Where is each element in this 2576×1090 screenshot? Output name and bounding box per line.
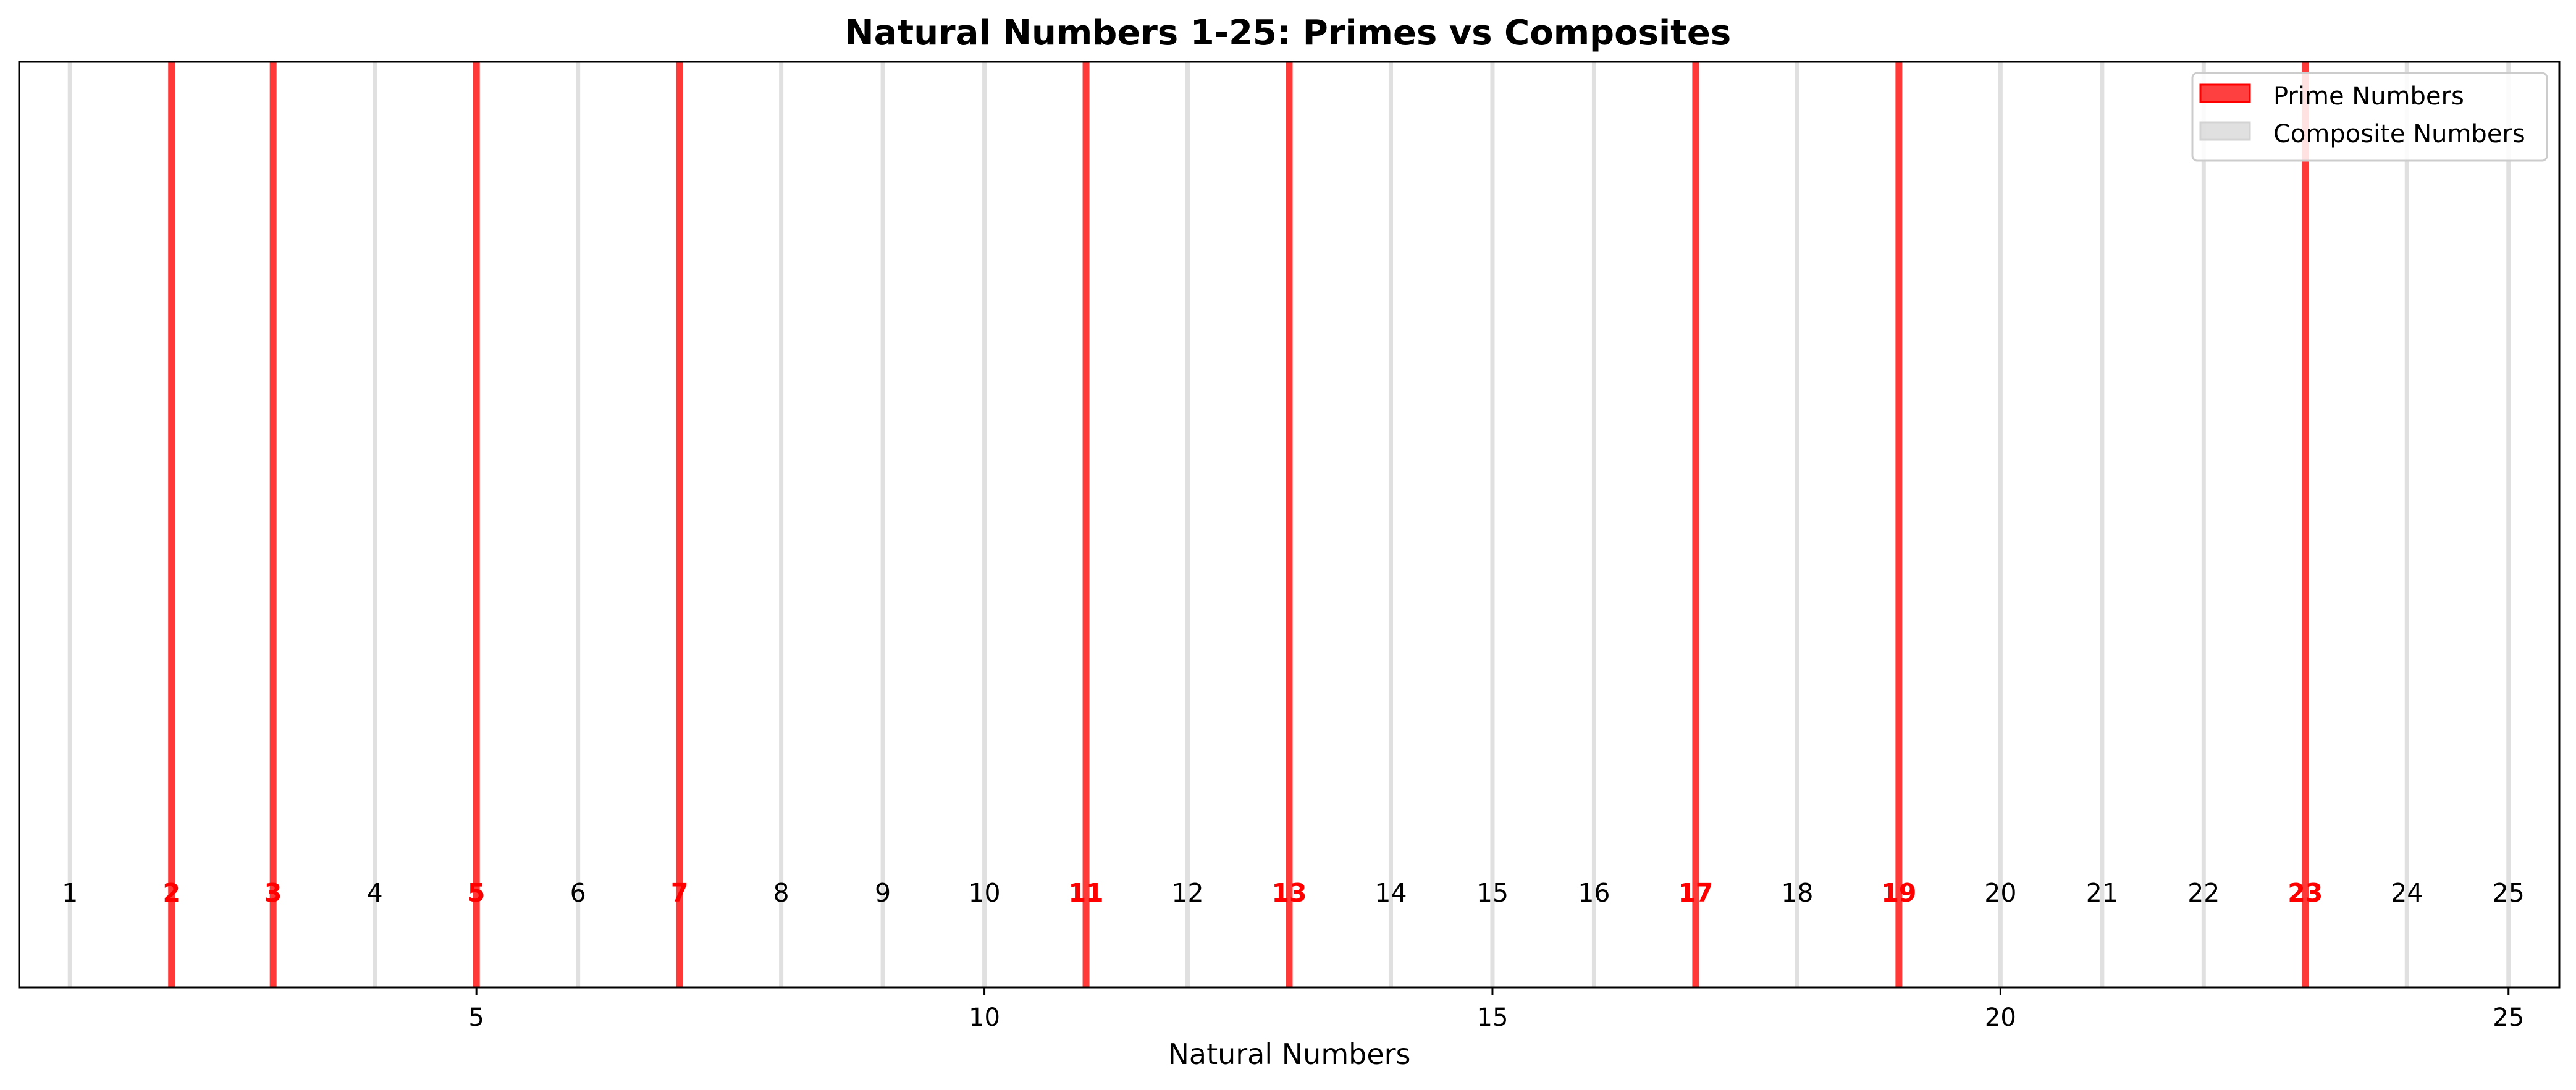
number-label-2: 2 [162, 878, 180, 908]
x-axis-label: Natural Numbers [1168, 1037, 1410, 1071]
number-label-20: 20 [1984, 878, 2016, 908]
x-tick-label-10: 10 [969, 1003, 1000, 1032]
number-label-11: 11 [1069, 878, 1104, 908]
number-label-18: 18 [1781, 878, 1813, 908]
x-tick-label-25: 25 [2493, 1003, 2524, 1032]
number-label-5: 5 [468, 878, 486, 908]
number-label-6: 6 [570, 878, 586, 908]
legend-composite-label: Composite Numbers [2273, 120, 2525, 148]
number-label-1: 1 [62, 878, 78, 908]
number-label-22: 22 [2187, 878, 2220, 908]
number-labels: 1 2 3 4 5 6 7 8 9 10 11 12 13 14 15 16 17 18 19 20 21 22 23 24 2… [62, 878, 2525, 908]
number-label-24: 24 [2391, 878, 2423, 908]
number-label-10: 10 [968, 878, 1000, 908]
number-label-8: 8 [773, 878, 789, 908]
number-label-23: 23 [2288, 878, 2323, 908]
number-label-14: 14 [1374, 878, 1407, 908]
axes-frame [18, 61, 2561, 989]
number-label-9: 9 [875, 878, 891, 908]
number-label-15: 15 [1476, 878, 1509, 908]
x-tick-label-20: 20 [1985, 1003, 2016, 1032]
legend-box [2191, 72, 2548, 162]
chart-title: Natural Numbers 1-25: Primes vs Composit… [845, 13, 1731, 53]
plot-area [67, 62, 2511, 987]
number-label-17: 17 [1678, 878, 1713, 908]
legend-prime-label: Prime Numbers [2273, 82, 2464, 111]
number-label-25: 25 [2493, 878, 2525, 908]
x-tick-label-5: 5 [468, 1003, 484, 1032]
legend: Prime Numbers Composite Numbers [2191, 72, 2548, 162]
number-label-12: 12 [1171, 878, 1203, 908]
x-axis-ticks: 5 10 15 20 25 [468, 987, 2524, 1032]
number-label-3: 3 [264, 878, 282, 908]
number-label-19: 19 [1881, 878, 1916, 908]
legend-composite-swatch [2199, 121, 2251, 141]
number-label-4: 4 [367, 878, 383, 908]
x-tick-label-15: 15 [1477, 1003, 1509, 1032]
number-label-13: 13 [1271, 878, 1307, 908]
number-label-21: 21 [2086, 878, 2118, 908]
number-label-7: 7 [671, 878, 689, 908]
number-label-16: 16 [1578, 878, 1610, 908]
legend-prime-swatch [2199, 83, 2251, 103]
